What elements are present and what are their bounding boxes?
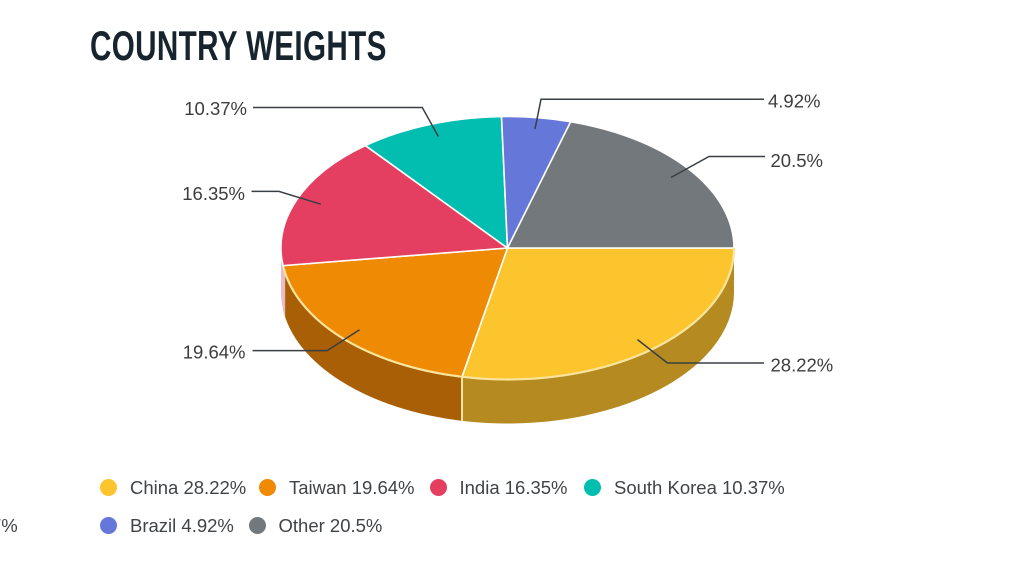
svg-text:19.64%: 19.64% [183, 342, 246, 363]
svg-text:20.5%: 20.5% [771, 150, 823, 171]
svg-text:28.22%: 28.22% [771, 355, 834, 376]
svg-text:10.37%: 10.37% [184, 98, 247, 119]
svg-text:16.35%: 16.35% [182, 183, 245, 204]
svg-text:4.92%: 4.92% [768, 90, 820, 111]
